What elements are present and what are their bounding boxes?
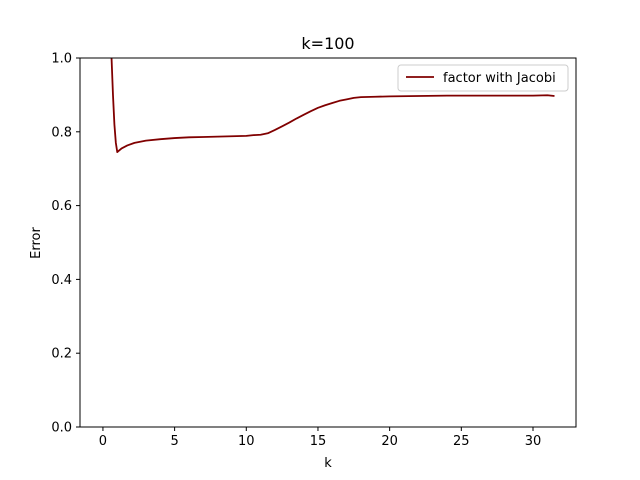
y-axis: 0.0 0.2 0.4 0.6 0.8 1.0 bbox=[51, 52, 80, 436]
y-tick-label: 0.0 bbox=[51, 421, 72, 436]
legend: factor with Jacobi bbox=[397, 64, 569, 92]
series-group bbox=[110, 58, 555, 154]
x-tick-label: 30 bbox=[525, 434, 542, 449]
x-tick-label: 15 bbox=[310, 434, 327, 449]
x-tick-label: 0 bbox=[99, 434, 107, 449]
y-axis-label: Error bbox=[29, 227, 44, 259]
chart-title: k=100 bbox=[301, 34, 354, 53]
x-axis: 0 5 10 15 20 25 30 bbox=[99, 427, 541, 449]
x-axis-label: k bbox=[324, 456, 332, 471]
x-tick-label: 10 bbox=[238, 434, 255, 449]
y-tick-label: 0.2 bbox=[51, 347, 72, 362]
x-tick-label: 5 bbox=[170, 434, 178, 449]
legend-box bbox=[397, 64, 569, 92]
x-tick-label: 20 bbox=[381, 434, 398, 449]
y-tick-label: 0.8 bbox=[51, 125, 72, 140]
x-tick-label: 25 bbox=[453, 434, 470, 449]
legend-label: factor with Jacobi bbox=[443, 71, 556, 86]
plot-area bbox=[79, 57, 577, 428]
y-tick-label: 1.0 bbox=[51, 52, 72, 67]
series-line-0 bbox=[110, 58, 555, 154]
plot-frame bbox=[79, 57, 577, 428]
y-tick-label: 0.4 bbox=[51, 273, 72, 288]
y-tick-label: 0.6 bbox=[51, 199, 72, 214]
